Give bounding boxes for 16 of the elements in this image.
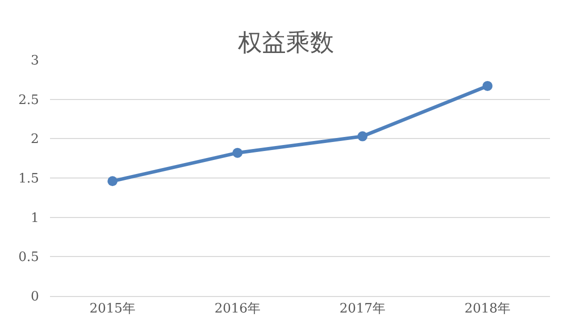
x-tick-label: 2015年 [89,302,136,317]
y-tick-label: 3 [30,54,39,69]
chart-title: 权益乘数 [237,28,334,56]
y-tick-label: 2.5 [18,92,39,108]
x-tick-label: 2016年 [214,302,261,317]
y-tick-label: 0 [30,290,39,305]
x-tick-label: 2017年 [339,302,386,317]
point [358,131,368,142]
point [482,80,492,91]
y-tick-label: 1 [30,210,39,226]
y-tick-label: 0.5 [18,250,39,266]
point [232,148,242,158]
y-tick-label: 1.5 [18,172,39,187]
y-tick-label: 2 [30,132,39,148]
point [108,176,118,186]
x-tick-label: 2018年 [464,302,511,317]
